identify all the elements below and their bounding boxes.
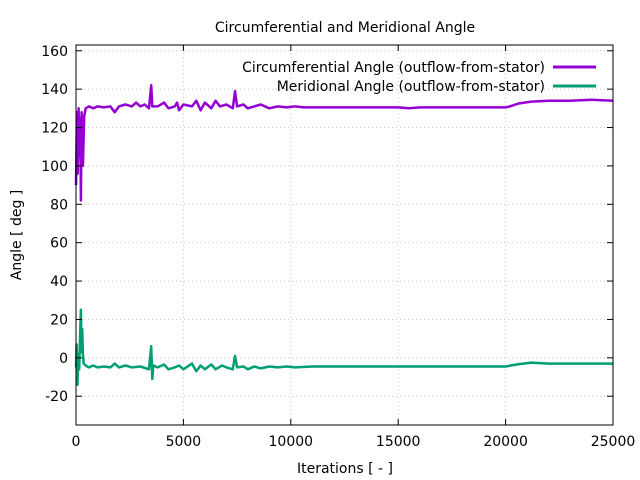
y-tick-label: 100 bbox=[41, 159, 68, 175]
x-tick-label: 15000 bbox=[376, 434, 421, 450]
legend-label-0: Circumferential Angle (outflow-from-stat… bbox=[242, 60, 545, 76]
x-tick-label: 10000 bbox=[269, 434, 314, 450]
y-tick-label: 120 bbox=[41, 121, 68, 137]
y-tick-label: -20 bbox=[45, 389, 68, 405]
series-group bbox=[74, 84, 614, 386]
series-line-1 bbox=[74, 308, 613, 386]
y-tick-label: 20 bbox=[50, 312, 68, 328]
y-tick-label: 0 bbox=[59, 351, 68, 367]
y-tick-label: 140 bbox=[41, 82, 68, 98]
x-tick-label: 25000 bbox=[591, 434, 636, 450]
plot-frame bbox=[75, 44, 614, 426]
y-tick-label: 80 bbox=[50, 197, 68, 213]
y-tick-label: 40 bbox=[50, 274, 68, 290]
series-line-0 bbox=[74, 84, 614, 202]
x-tick-label: 5000 bbox=[166, 434, 202, 450]
y-tick-label: 60 bbox=[50, 236, 68, 252]
legend: Circumferential Angle (outflow-from-stat… bbox=[242, 60, 596, 95]
x-axis-label: Iterations [ - ] bbox=[297, 461, 393, 477]
x-tick-label: 0 bbox=[72, 434, 81, 450]
ticks: -20 0 20 40 60 80 100 120 140 160 0 5000 10000 15000 2… bbox=[41, 44, 635, 450]
legend-label-1: Meridional Angle (outflow-from-stator) bbox=[277, 79, 545, 95]
x-tick-label: 20000 bbox=[483, 434, 528, 450]
y-tick-label: 160 bbox=[41, 44, 68, 60]
y-axis-label: Angle [ deg ] bbox=[9, 190, 25, 281]
chart-title: Circumferential and Meridional Angle bbox=[215, 20, 475, 36]
